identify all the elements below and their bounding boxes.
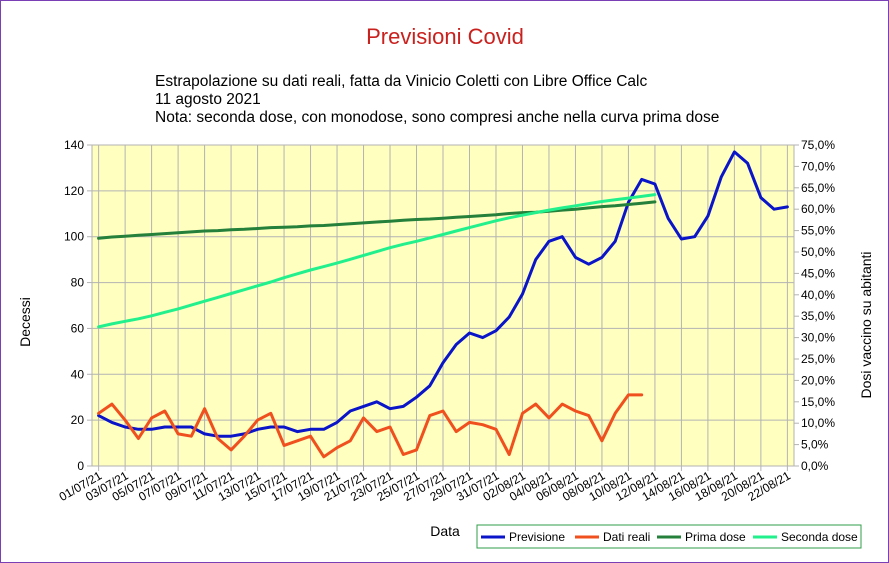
y-axis-left-ticks: 0 20 40 60 80 100 120 140 (64, 138, 92, 473)
chart-subtitle-line-3: Nota: seconda dose, con monodose, sono c… (155, 109, 719, 126)
y2-tick-label: 40,0% (801, 288, 835, 302)
y-tick-label: 0 (77, 459, 84, 473)
legend-label-dati-reali: Dati reali (603, 530, 650, 544)
chart-subtitle-line-1: Estrapolazione su dati reali, fatta da V… (155, 73, 647, 90)
y-tick-label: 20 (71, 413, 85, 427)
y-tick-label: 140 (64, 138, 84, 152)
y2-tick-label: 30,0% (801, 331, 835, 345)
y2-tick-label: 60,0% (801, 202, 835, 216)
y-tick-label: 80 (71, 276, 85, 290)
chart-subtitle-line-2: 11 agosto 2021 (155, 91, 261, 108)
grid-lines (92, 144, 794, 467)
y-axis-label: Decessi (17, 297, 33, 347)
y-tick-label: 120 (64, 184, 84, 198)
y2-tick-label: 45,0% (801, 266, 835, 280)
series-line-dati-reali (97, 393, 644, 459)
y2-tick-label: 75,0% (801, 138, 835, 152)
y2-tick-label: 10,0% (801, 416, 835, 430)
y-tick-label: 40 (71, 367, 85, 381)
y2-tick-label: 15,0% (801, 395, 835, 409)
y2-tick-label: 20,0% (801, 373, 835, 387)
y-axis-right-ticks: 0,0% 5,0% 10,0% 15,0% 20,0% 25,0% 30,0% 35,0% 40… (794, 138, 835, 473)
series-lines (97, 150, 789, 459)
y-tick-label: 100 (64, 230, 84, 244)
legend: Previsione Dati reali Prima dose Seconda… (476, 524, 862, 549)
y2-tick-label: 55,0% (801, 224, 835, 238)
y2-tick-label: 70,0% (801, 159, 835, 173)
legend-label-prima-dose: Prima dose (685, 530, 746, 544)
x-axis-ticks: 01/07/2103/07/2105/07/2107/07/2109/07/21… (57, 466, 793, 504)
y2-axis-label: Dosi vaccino su abitanti (858, 251, 874, 398)
y2-tick-label: 35,0% (801, 309, 835, 323)
y2-tick-label: 25,0% (801, 352, 835, 366)
y-tick-label: 60 (71, 321, 85, 335)
series-line-previsione (97, 150, 789, 438)
x-axis-label: Data (430, 523, 460, 539)
y2-tick-label: 65,0% (801, 181, 835, 195)
series-line-seconda-dose (97, 193, 657, 329)
y2-tick-label: 5,0% (801, 438, 829, 452)
y2-tick-label: 50,0% (801, 245, 835, 259)
y2-tick-label: 0,0% (801, 459, 829, 473)
series-line-prima-dose (97, 200, 657, 240)
chart-title: Previsioni Covid (366, 24, 524, 49)
legend-label-previsione: Previsione (509, 530, 565, 544)
legend-label-seconda-dose: Seconda dose (781, 530, 858, 544)
